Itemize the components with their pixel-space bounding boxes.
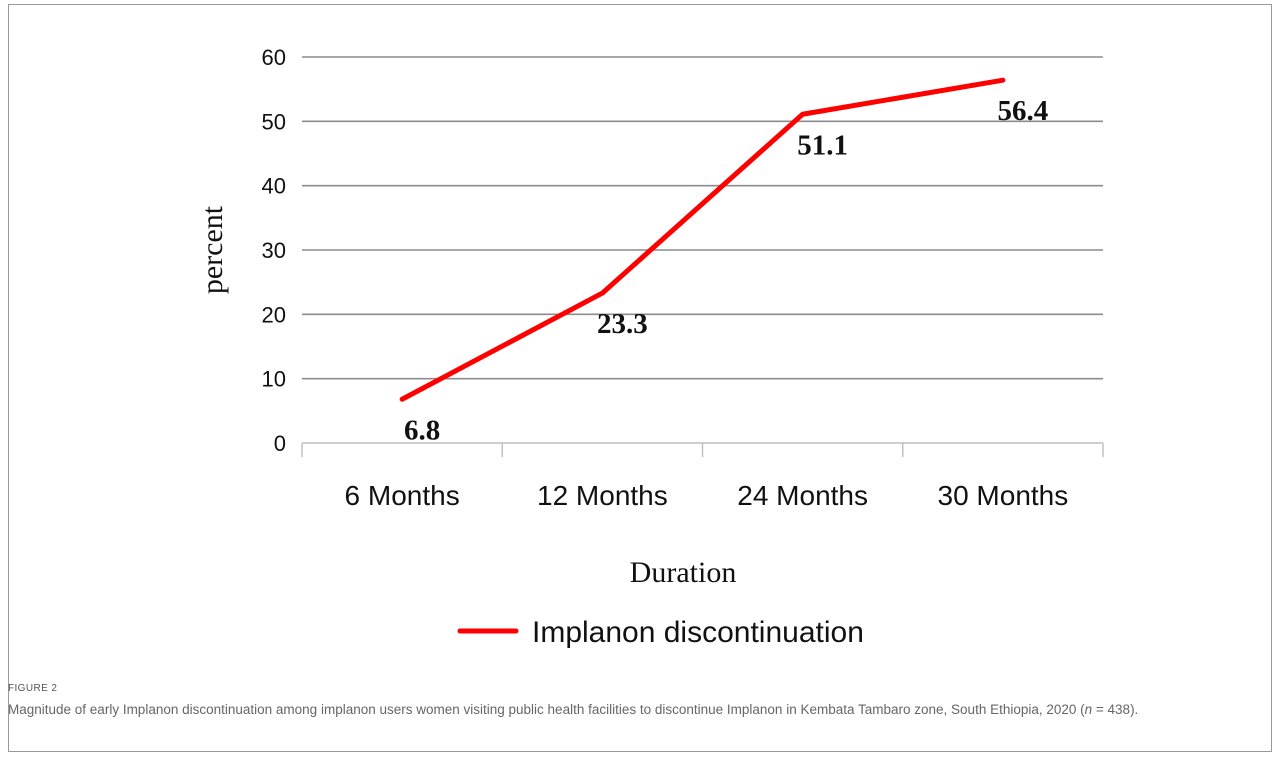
y-tick-label: 30	[262, 238, 286, 263]
legend: Implanon discontinuation	[457, 616, 864, 649]
series-lines	[399, 77, 1006, 402]
x-tick-label: 6 Months	[345, 480, 460, 511]
x-axis	[301, 442, 1104, 457]
data-labels: 6.8 23.3 51.1 56.4	[404, 95, 1048, 446]
caption-n: n	[1084, 702, 1093, 717]
y-tick-label: 40	[262, 174, 286, 199]
x-tick-label: 24 Months	[737, 480, 868, 511]
data-label: 6.8	[404, 414, 440, 446]
data-label: 51.1	[797, 129, 848, 161]
series-line	[399, 77, 1006, 402]
y-tick-label: 20	[262, 302, 286, 327]
figure-label: FIGURE 2	[8, 683, 58, 694]
line-chart: 0 10 20 30 40 50 60 6 Months 12 Months 24 Months…	[196, 45, 1104, 649]
y-tick-label: 60	[262, 45, 286, 70]
figure-caption: Magnitude of early Implanon discontinuat…	[8, 700, 1258, 720]
x-axis-title: Duration	[630, 556, 737, 589]
legend-label: Implanon discontinuation	[532, 616, 864, 649]
caption-text: Magnitude of early Implanon discontinuat…	[8, 702, 1085, 717]
data-label: 23.3	[597, 308, 648, 340]
y-axis-title: percent	[196, 205, 229, 294]
x-axis-labels: 6 Months 12 Months 24 Months 30 Months	[345, 480, 1069, 511]
x-tick-label: 30 Months	[938, 480, 1069, 511]
y-axis: 0 10 20 30 40 50 60	[262, 45, 286, 456]
y-tick-label: 0	[274, 431, 286, 456]
data-label: 56.4	[998, 95, 1049, 127]
gridlines	[302, 56, 1103, 380]
x-tick-label: 12 Months	[537, 480, 668, 511]
y-tick-label: 10	[262, 367, 286, 392]
y-tick-label: 50	[262, 109, 286, 134]
caption-tail: = 438).	[1092, 702, 1139, 717]
